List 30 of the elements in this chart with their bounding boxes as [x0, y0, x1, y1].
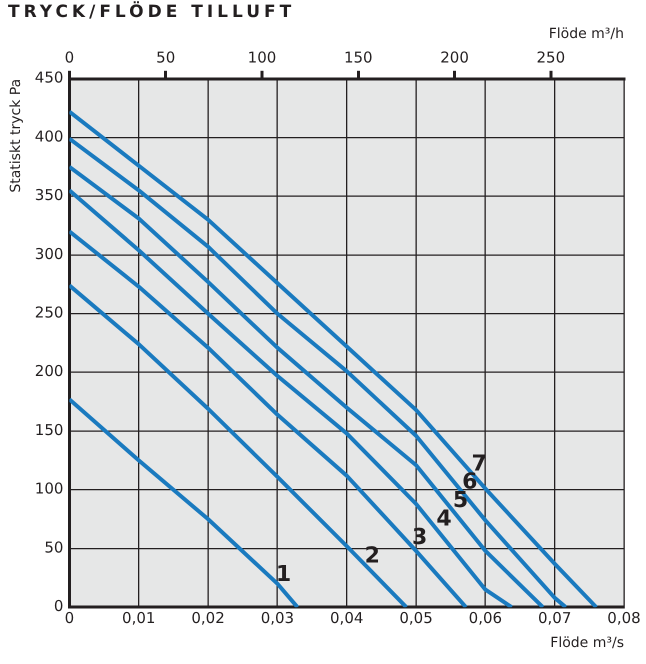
x2-tick-label: 100 — [248, 48, 276, 67]
x-tick-label: 0,01 — [122, 609, 156, 628]
chart-title: TRYCK/FLÖDE TILLUFT — [8, 2, 296, 22]
x-tick-label: 0,08 — [607, 609, 641, 628]
y-tick-label: 100 — [34, 480, 64, 498]
series-label: 1 — [276, 562, 292, 588]
y-tick-label: 150 — [34, 420, 64, 439]
x2-tick-label: 250 — [536, 48, 566, 67]
y-tick-label: 400 — [34, 127, 64, 146]
y-tick-label: 200 — [34, 362, 64, 380]
x2-tick-label: 50 — [156, 48, 176, 67]
series-label: 5 — [452, 488, 468, 514]
x2-tick-label: 200 — [440, 48, 469, 67]
y-tick-label: 450 — [34, 68, 64, 87]
y-tick-label: 250 — [34, 304, 64, 322]
series-label: 4 — [436, 506, 452, 532]
x-tick-label: 0,02 — [191, 609, 225, 628]
x2-axis-title: Flöde m³/h — [548, 26, 624, 42]
y-tick-label: 0 — [54, 597, 64, 616]
y-tick-label: 350 — [34, 186, 64, 204]
x-axis-title: Flöde m³/s — [550, 635, 624, 652]
x-tick-label: 0,04 — [330, 609, 364, 628]
x-tick-label: 0,07 — [538, 609, 572, 628]
y-tick-label: 50 — [44, 538, 64, 556]
x-tick-label: 0,03 — [260, 609, 294, 628]
y-axis-title: Statiskt tryck Pa — [8, 78, 24, 193]
x-tick-label: 0,06 — [468, 609, 502, 628]
y-tick-label: 300 — [34, 244, 64, 263]
x2-tick-label: 150 — [344, 48, 373, 67]
x-tick-label: 0,05 — [399, 609, 433, 628]
